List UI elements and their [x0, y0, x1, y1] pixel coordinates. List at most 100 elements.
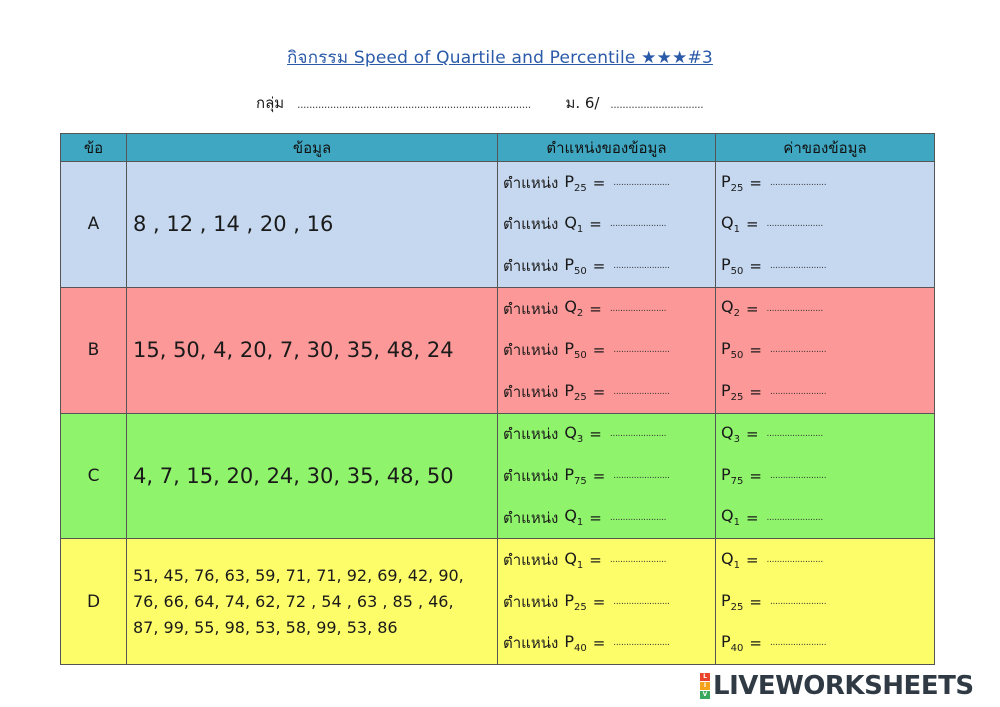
position-prefix: ตำแหน่ง: [503, 508, 559, 527]
symbol-letter: P: [564, 339, 574, 359]
equals-sign: =: [592, 466, 606, 485]
value-line: Q2 =......................: [716, 288, 934, 330]
answer-blank[interactable]: ......................: [613, 386, 670, 397]
statistic-symbol: Q3: [721, 423, 740, 445]
position-prefix: ตำแหน่ง: [503, 425, 559, 444]
value-line: P25 =......................: [716, 162, 934, 204]
value-line: Q1 =......................: [716, 204, 934, 246]
answer-blank[interactable]: ......................: [769, 596, 827, 607]
value-line: P25 =......................: [716, 371, 934, 413]
statistic-symbol: P40: [564, 632, 586, 654]
equals-sign: =: [592, 173, 606, 192]
answer-blank[interactable]: ......................: [609, 512, 667, 523]
answer-blank[interactable]: ......................: [766, 555, 824, 566]
equals-sign: =: [589, 508, 602, 527]
symbol-subscript: 50: [730, 350, 744, 362]
class-blank[interactable]: ...............................: [610, 98, 704, 111]
symbol-letter: P: [564, 171, 574, 191]
answer-blank[interactable]: ......................: [609, 429, 667, 440]
answer-blank[interactable]: ......................: [769, 260, 827, 271]
equals-sign: =: [589, 551, 602, 570]
value-cell: Q3 =...................... P75 =...........…: [715, 412, 935, 540]
group-blank[interactable]: ........................................…: [296, 98, 531, 111]
answer-blank[interactable]: ......................: [609, 303, 667, 314]
symbol-letter: Q: [721, 506, 734, 526]
table-row: C 4, 7, 15, 20, 24, 30, 35, 48, 50 ตำแหน่ง…: [60, 412, 935, 540]
answer-blank[interactable]: ......................: [613, 596, 670, 607]
position-line: ตำแหน่ง P50 =......................: [498, 245, 715, 287]
symbol-letter: Q: [564, 297, 577, 317]
position-line: ตำแหน่ง Q2 =......................: [498, 288, 715, 330]
symbol-subscript: 25: [730, 182, 744, 194]
symbol-letter: Q: [721, 423, 734, 443]
symbol-subscript: 1: [576, 224, 584, 236]
position-prefix: ตำแหน่ง: [503, 382, 559, 401]
symbol-subscript: 25: [573, 391, 587, 403]
position-line: ตำแหน่ง P75 =......................: [498, 455, 715, 497]
statistic-symbol: P75: [721, 465, 743, 487]
answer-blank[interactable]: ......................: [766, 512, 824, 523]
statistic-symbol: Q3: [564, 423, 583, 445]
answer-blank[interactable]: ......................: [613, 470, 670, 481]
equals-sign: =: [592, 341, 606, 360]
value-line: P75 =......................: [716, 455, 934, 497]
statistic-symbol: P75: [564, 465, 586, 487]
data-line: 76, 66, 64, 74, 62, 72 , 54 , 63 , 85 , …: [133, 591, 454, 611]
equals-sign: =: [592, 592, 606, 611]
value-line: Q3 =......................: [716, 414, 934, 456]
statistic-symbol: P25: [564, 591, 586, 613]
symbol-subscript: 50: [730, 266, 744, 278]
position-cell: ตำแหน่ง P25 =...................... ตำแหน่ง…: [497, 161, 716, 288]
statistic-symbol: Q1: [564, 549, 583, 571]
column-header-position: ตำแหน่งของข้อมูล: [497, 133, 716, 162]
answer-blank[interactable]: ......................: [769, 470, 827, 481]
symbol-letter: Q: [564, 506, 577, 526]
symbol-subscript: 1: [733, 224, 740, 236]
row-label: D: [60, 538, 127, 666]
answer-blank[interactable]: ......................: [609, 219, 667, 230]
symbol-subscript: 40: [730, 643, 744, 655]
symbol-letter: Q: [721, 297, 734, 317]
symbol-subscript: 25: [730, 601, 744, 613]
equals-sign: =: [749, 634, 762, 653]
answer-blank[interactable]: ......................: [769, 177, 827, 188]
answer-blank[interactable]: ......................: [613, 177, 670, 188]
position-line: ตำแหน่ง P25 =......................: [498, 581, 715, 623]
answer-blank[interactable]: ......................: [766, 303, 824, 314]
answer-blank[interactable]: ......................: [609, 555, 667, 566]
answer-blank[interactable]: ......................: [613, 638, 670, 649]
answer-blank[interactable]: ......................: [769, 345, 827, 356]
equals-sign: =: [745, 215, 759, 234]
answer-blank[interactable]: ......................: [613, 345, 670, 356]
symbol-letter: P: [721, 171, 731, 191]
symbol-letter: P: [721, 339, 731, 359]
symbol-letter: P: [721, 380, 731, 400]
equals-sign: =: [749, 341, 762, 360]
answer-blank[interactable]: ......................: [766, 219, 824, 230]
symbol-letter: Q: [564, 213, 577, 233]
statistic-symbol: P50: [721, 339, 743, 361]
symbol-letter: Q: [721, 549, 734, 569]
value-line: Q1 =......................: [716, 497, 934, 539]
value-line: P25 =......................: [716, 581, 934, 623]
symbol-letter: P: [564, 632, 574, 652]
statistic-symbol: Q1: [564, 213, 583, 235]
value-line: Q1 =......................: [716, 539, 934, 581]
logo-square: V: [700, 691, 710, 699]
position-prefix: ตำแหน่ง: [503, 299, 559, 318]
row-label: B: [60, 286, 127, 414]
symbol-subscript: 1: [576, 560, 584, 572]
answer-blank[interactable]: ......................: [613, 260, 670, 271]
answer-blank[interactable]: ......................: [766, 429, 824, 440]
column-header-value: ค่าของข้อมูล: [715, 133, 935, 162]
equals-sign: =: [589, 425, 602, 444]
row-data: 4, 7, 15, 20, 24, 30, 35, 48, 50: [126, 412, 498, 540]
answer-blank[interactable]: ......................: [769, 386, 827, 397]
symbol-subscript: 2: [576, 308, 584, 320]
answer-blank[interactable]: ......................: [769, 638, 827, 649]
position-prefix: ตำแหน่ง: [503, 634, 559, 653]
symbol-subscript: 3: [733, 434, 740, 446]
logo-square: I: [700, 682, 710, 690]
row-data: 15, 50, 4, 20, 7, 30, 35, 48, 24: [126, 286, 498, 414]
